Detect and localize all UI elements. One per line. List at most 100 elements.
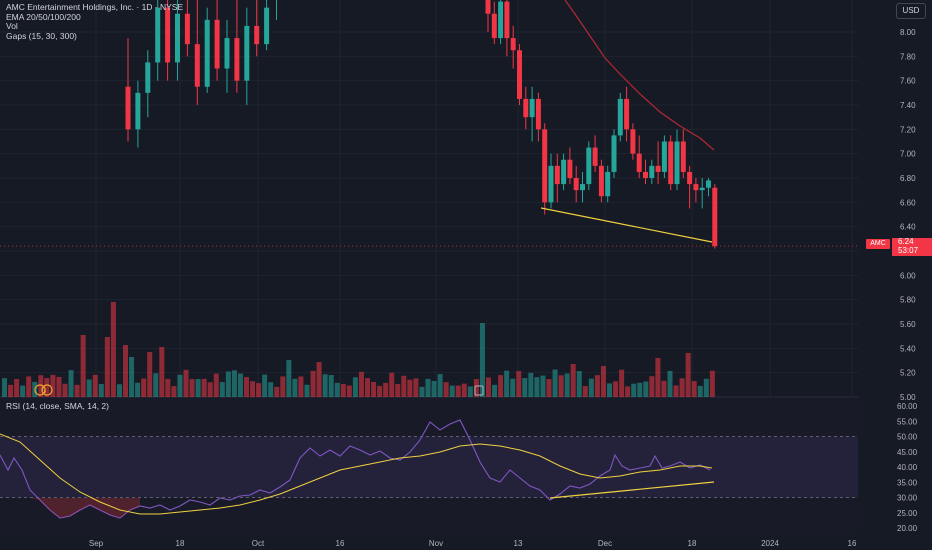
rsi-tick-label: 30.00 bbox=[897, 494, 918, 503]
candle bbox=[598, 159, 604, 203]
candle bbox=[592, 135, 598, 172]
volume-bar bbox=[231, 370, 237, 397]
rsi-line bbox=[0, 419, 711, 519]
currency-button[interactable]: USD bbox=[896, 3, 926, 19]
candle-body bbox=[254, 25, 260, 45]
rsi-oversold-fill bbox=[30, 498, 140, 518]
candle-body bbox=[165, 7, 171, 63]
indicator-ema[interactable]: EMA 20/50/100/200 bbox=[6, 11, 81, 22]
volume-bar bbox=[570, 364, 576, 397]
price-tick-label: 5.20 bbox=[900, 369, 916, 378]
candle bbox=[649, 159, 655, 185]
candle bbox=[135, 80, 141, 148]
marker-ring bbox=[41, 384, 53, 396]
rsi-tick-label: 40.00 bbox=[897, 463, 918, 472]
candle bbox=[586, 141, 592, 191]
volume-bar bbox=[135, 382, 141, 397]
candle bbox=[680, 129, 686, 178]
volume-bar bbox=[419, 386, 425, 397]
candle-body bbox=[643, 171, 648, 178]
rsi-background bbox=[0, 397, 858, 530]
volume-bar bbox=[280, 376, 286, 397]
rsi-legend[interactable]: RSI (14, close, SMA, 14, 2) bbox=[6, 401, 109, 411]
axes: 8.007.807.607.407.207.006.806.606.406.20… bbox=[89, 28, 918, 548]
indicator-gaps[interactable]: Gaps (15, 30, 300) bbox=[6, 30, 77, 41]
volume-bar bbox=[437, 374, 443, 397]
candle bbox=[636, 135, 642, 178]
volume-bar bbox=[304, 384, 310, 397]
volume-bar bbox=[401, 375, 407, 397]
split-marker-label: S bbox=[42, 388, 47, 395]
volume-bar bbox=[389, 372, 395, 397]
rsi-tick-label: 45.00 bbox=[897, 448, 918, 457]
volume-bar bbox=[576, 371, 582, 397]
volume-bar bbox=[479, 323, 485, 397]
volume-bar bbox=[358, 371, 364, 397]
candle-body bbox=[636, 153, 642, 172]
volume-bar bbox=[310, 370, 316, 397]
volume-bar bbox=[461, 383, 467, 397]
volume-bar bbox=[637, 382, 643, 397]
volume-bar bbox=[655, 358, 661, 397]
candle-body bbox=[674, 141, 680, 185]
bar-countdown: 53:07 bbox=[898, 245, 919, 255]
rsi-sma-line bbox=[0, 433, 713, 515]
volume-bar bbox=[316, 362, 322, 397]
volume-bar bbox=[237, 373, 243, 397]
rsi-tick-label: 55.00 bbox=[897, 417, 918, 426]
candle bbox=[561, 153, 567, 191]
volume-bar bbox=[298, 376, 304, 397]
rsi-panel bbox=[0, 396, 858, 530]
volume-bar bbox=[371, 381, 377, 397]
candle-body bbox=[155, 7, 161, 63]
candle bbox=[611, 129, 617, 178]
price-tick-label: 7.20 bbox=[900, 125, 916, 134]
candle bbox=[184, 0, 190, 57]
indicator-vol[interactable]: Vol bbox=[6, 21, 18, 32]
candle bbox=[244, 7, 250, 105]
volume-bar bbox=[558, 375, 564, 397]
rsi-tick-label: 60.00 bbox=[897, 402, 918, 411]
price-tick-label: 6.60 bbox=[900, 198, 916, 207]
candle bbox=[617, 92, 623, 142]
price-tick-label: 6.80 bbox=[900, 174, 916, 183]
candle bbox=[668, 135, 674, 191]
candle-body bbox=[491, 13, 497, 39]
price-tick-label: 7.60 bbox=[900, 77, 916, 86]
volume-bar bbox=[709, 370, 715, 397]
candle bbox=[504, 0, 510, 57]
candle bbox=[605, 165, 611, 203]
chart-legend: AMC Entertainment Holdings, Inc. · 1D · … bbox=[6, 2, 184, 41]
volume-bar bbox=[431, 380, 437, 397]
candle-body bbox=[611, 135, 617, 172]
volume-bar bbox=[643, 381, 649, 397]
candle bbox=[224, 19, 230, 93]
volume-bar bbox=[504, 370, 510, 397]
candlesticks bbox=[125, 0, 718, 249]
candle-body bbox=[135, 92, 141, 130]
volume-bar bbox=[171, 386, 177, 397]
last-price-tag: 6.24 53:07 bbox=[892, 237, 932, 256]
volume-bar bbox=[552, 369, 558, 397]
volume-bar bbox=[486, 377, 491, 397]
rsi-trendline bbox=[549, 481, 715, 499]
volume-bar bbox=[352, 377, 358, 397]
candle bbox=[674, 129, 680, 191]
dividend-marker: S bbox=[34, 384, 53, 396]
symbol-title[interactable]: AMC Entertainment Holdings, Inc. · 1D · … bbox=[6, 2, 184, 12]
volume-bar bbox=[498, 375, 504, 397]
volume-bar bbox=[74, 384, 80, 397]
volume-bar bbox=[455, 385, 461, 397]
candle-body bbox=[194, 44, 200, 87]
volume-bar bbox=[328, 375, 334, 397]
volume-bar bbox=[340, 383, 346, 397]
volume-bar bbox=[510, 378, 516, 397]
volume-bar bbox=[286, 360, 292, 397]
candle bbox=[573, 165, 579, 203]
candle-body bbox=[264, 7, 270, 45]
earnings-marker bbox=[474, 385, 484, 396]
time-tick-label: 13 bbox=[514, 539, 523, 548]
volume-bar bbox=[189, 379, 195, 397]
volume-bar bbox=[250, 381, 256, 397]
